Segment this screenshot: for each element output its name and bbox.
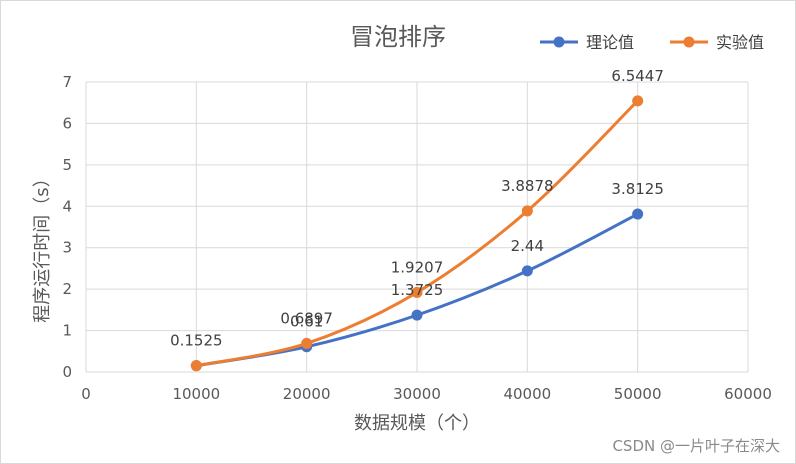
y-tick-label: 0 — [62, 363, 72, 381]
data-label: 0.1525 — [170, 332, 223, 350]
y-tick-label: 3 — [62, 239, 72, 257]
data-point — [521, 265, 533, 277]
x-tick-label: 60000 — [724, 385, 772, 403]
y-tick-label: 4 — [62, 197, 72, 215]
data-point — [301, 337, 313, 349]
legend-label-1: 实验值 — [716, 33, 764, 52]
chart-title: 冒泡排序 — [350, 23, 446, 51]
y-axis-title: 程序运行时间（s） — [32, 169, 53, 322]
legend-marker-0 — [553, 36, 565, 48]
x-tick-label: 30000 — [393, 385, 441, 403]
x-tick-label: 20000 — [283, 385, 331, 403]
data-label: 0.61 — [290, 313, 323, 331]
y-tick-label: 1 — [62, 322, 72, 340]
data-label: 0.6897 — [280, 309, 333, 327]
data-point — [521, 205, 533, 217]
data-point — [411, 286, 423, 298]
x-tick-label: 10000 — [172, 385, 220, 403]
x-axis-title: 数据规模（个） — [354, 413, 480, 434]
watermark: CSDN @一片叶子在深大 — [612, 437, 780, 455]
data-label: 6.5447 — [611, 67, 664, 85]
y-tick-label: 5 — [62, 156, 72, 174]
data-point — [411, 309, 423, 321]
data-label: 1.9207 — [391, 258, 444, 276]
legend-label-0: 理论值 — [586, 33, 634, 52]
data-label: 3.8878 — [501, 177, 554, 195]
data-label: 3.8125 — [611, 180, 664, 198]
x-tick-label: 40000 — [503, 385, 551, 403]
data-label: 2.44 — [511, 237, 544, 255]
y-tick-label: 6 — [62, 114, 72, 132]
y-tick-label: 7 — [62, 73, 72, 91]
data-label: 1.3725 — [391, 281, 444, 299]
data-point — [190, 360, 202, 372]
data-point — [632, 95, 644, 107]
legend-marker-1 — [683, 36, 695, 48]
data-point — [632, 208, 644, 220]
x-tick-label: 50000 — [614, 385, 662, 403]
x-tick-label: 0 — [81, 385, 91, 403]
y-tick-label: 2 — [62, 280, 72, 298]
